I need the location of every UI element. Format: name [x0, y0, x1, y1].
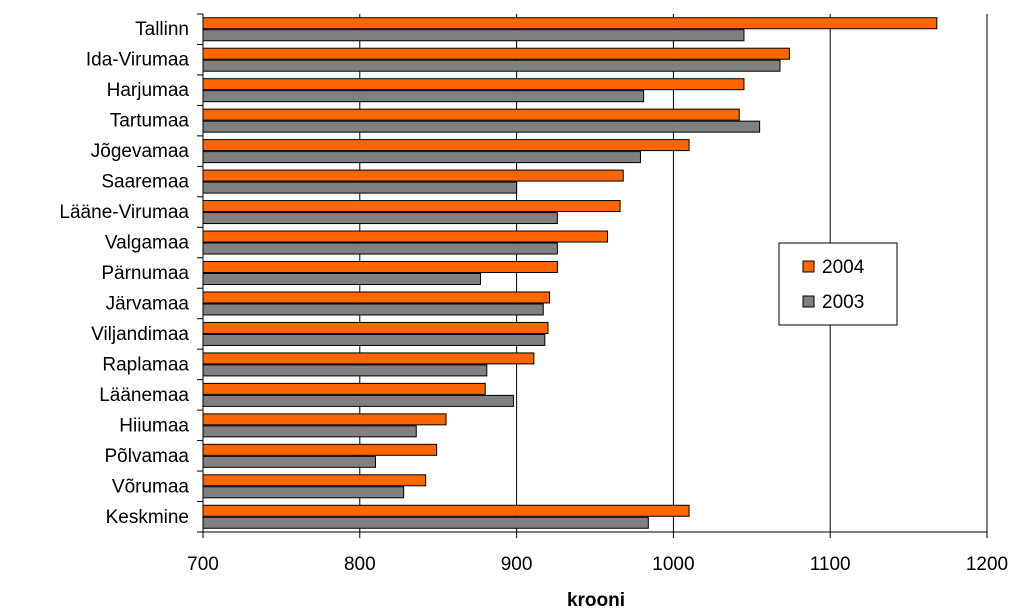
- bar-keskmine-2004: [202, 504, 690, 517]
- bar-laanemaa-2004: [202, 382, 486, 395]
- bar-polvamaa-2003: [202, 455, 376, 468]
- bar-viljandimaa-2004: [202, 321, 549, 334]
- category-label-jarvamaa: Järvamaa: [106, 293, 190, 314]
- bars: [202, 17, 938, 529]
- bar-tartumaa-2004: [202, 108, 740, 121]
- bar-valgamaa-2004: [202, 230, 609, 243]
- legend: 2004 2003: [778, 242, 898, 326]
- category-label-vorumaa: Võrumaa: [112, 476, 190, 497]
- bar-vorumaa-2003: [202, 486, 405, 499]
- category-label-polvamaa: Põlvamaa: [105, 446, 190, 467]
- x-tick-label-1000: 1000: [652, 554, 694, 575]
- category-label-valgamaa: Valgamaa: [105, 233, 190, 254]
- category-label-laane-virumaa: Lääne-Virumaa: [59, 202, 189, 223]
- bar-ida-virumaa-2004: [202, 47, 790, 60]
- category-labels: Tallinn Ida-Virumaa Harjumaa Tartumaa Jõgeva…: [59, 19, 189, 528]
- bar-jogevamaa-2004: [202, 139, 690, 152]
- category-label-parnumaa: Pärnumaa: [101, 263, 189, 284]
- bar-parnumaa-2003: [202, 273, 482, 285]
- bar-tallinn-2004: [202, 17, 938, 30]
- category-label-tallinn: Tallinn: [135, 19, 189, 40]
- bar-tartumaa-2003: [202, 120, 761, 133]
- category-label-saaremaa: Saaremaa: [101, 172, 189, 193]
- bar-laane-virumaa-2003: [202, 212, 558, 225]
- bar-valgamaa-2003: [202, 242, 558, 255]
- legend-box: [778, 242, 898, 326]
- bar-tallinn-2003: [202, 29, 745, 42]
- category-label-raplamaa: Raplamaa: [102, 354, 189, 375]
- x-tick-label-1100: 1100: [810, 554, 851, 575]
- bar-jarvamaa-2004: [202, 291, 551, 304]
- category-label-hiiumaa: Hiiumaa: [119, 415, 189, 436]
- bar-parnumaa-2004: [202, 261, 558, 273]
- category-label-jogevamaa: Jõgevamaa: [91, 141, 190, 162]
- bar-vorumaa-2004: [202, 474, 427, 487]
- bar-ida-virumaa-2003: [202, 59, 781, 72]
- bar-raplamaa-2004: [202, 352, 535, 365]
- bar-jarvamaa-2003: [202, 303, 544, 316]
- x-tick-label-800: 800: [344, 554, 376, 575]
- category-label-ida-virumaa: Ida-Virumaa: [86, 50, 190, 71]
- category-label-tartumaa: Tartumaa: [110, 111, 190, 132]
- legend-label-2004: 2004: [822, 257, 865, 278]
- x-tick-label-700: 700: [187, 554, 219, 575]
- legend-swatch-2003: [802, 295, 815, 308]
- bar-keskmine-2003: [202, 516, 649, 529]
- bar-laanemaa-2003: [202, 394, 514, 407]
- legend-label-2003: 2003: [822, 292, 864, 313]
- category-label-keskmine: Keskmine: [106, 507, 189, 528]
- bar-harjumaa-2003: [202, 90, 645, 103]
- legend-swatch-2004: [802, 260, 815, 273]
- category-label-laanemaa: Läänemaa: [99, 385, 189, 406]
- bar-hiiumaa-2004: [202, 413, 447, 426]
- bar-viljandimaa-2003: [202, 333, 546, 346]
- bar-saaremaa-2004: [202, 169, 624, 182]
- axes: [197, 13, 988, 538]
- bar-polvamaa-2004: [202, 443, 438, 456]
- x-tick-labels: 700 800 900 1000 1100 1200: [187, 554, 1008, 575]
- bar-laane-virumaa-2004: [202, 200, 621, 213]
- bar-harjumaa-2004: [202, 78, 745, 91]
- x-tick-label-1200: 1200: [966, 554, 1008, 575]
- x-tick-label-900: 900: [501, 554, 533, 575]
- category-label-viljandimaa: Viljandimaa: [91, 324, 189, 345]
- bar-hiiumaa-2003: [202, 425, 417, 438]
- category-label-harjumaa: Harjumaa: [107, 80, 190, 101]
- bar-jogevamaa-2003: [202, 151, 641, 164]
- x-axis-title: krooni: [567, 590, 625, 610]
- bar-raplamaa-2003: [202, 364, 488, 377]
- bar-saaremaa-2003: [202, 181, 518, 194]
